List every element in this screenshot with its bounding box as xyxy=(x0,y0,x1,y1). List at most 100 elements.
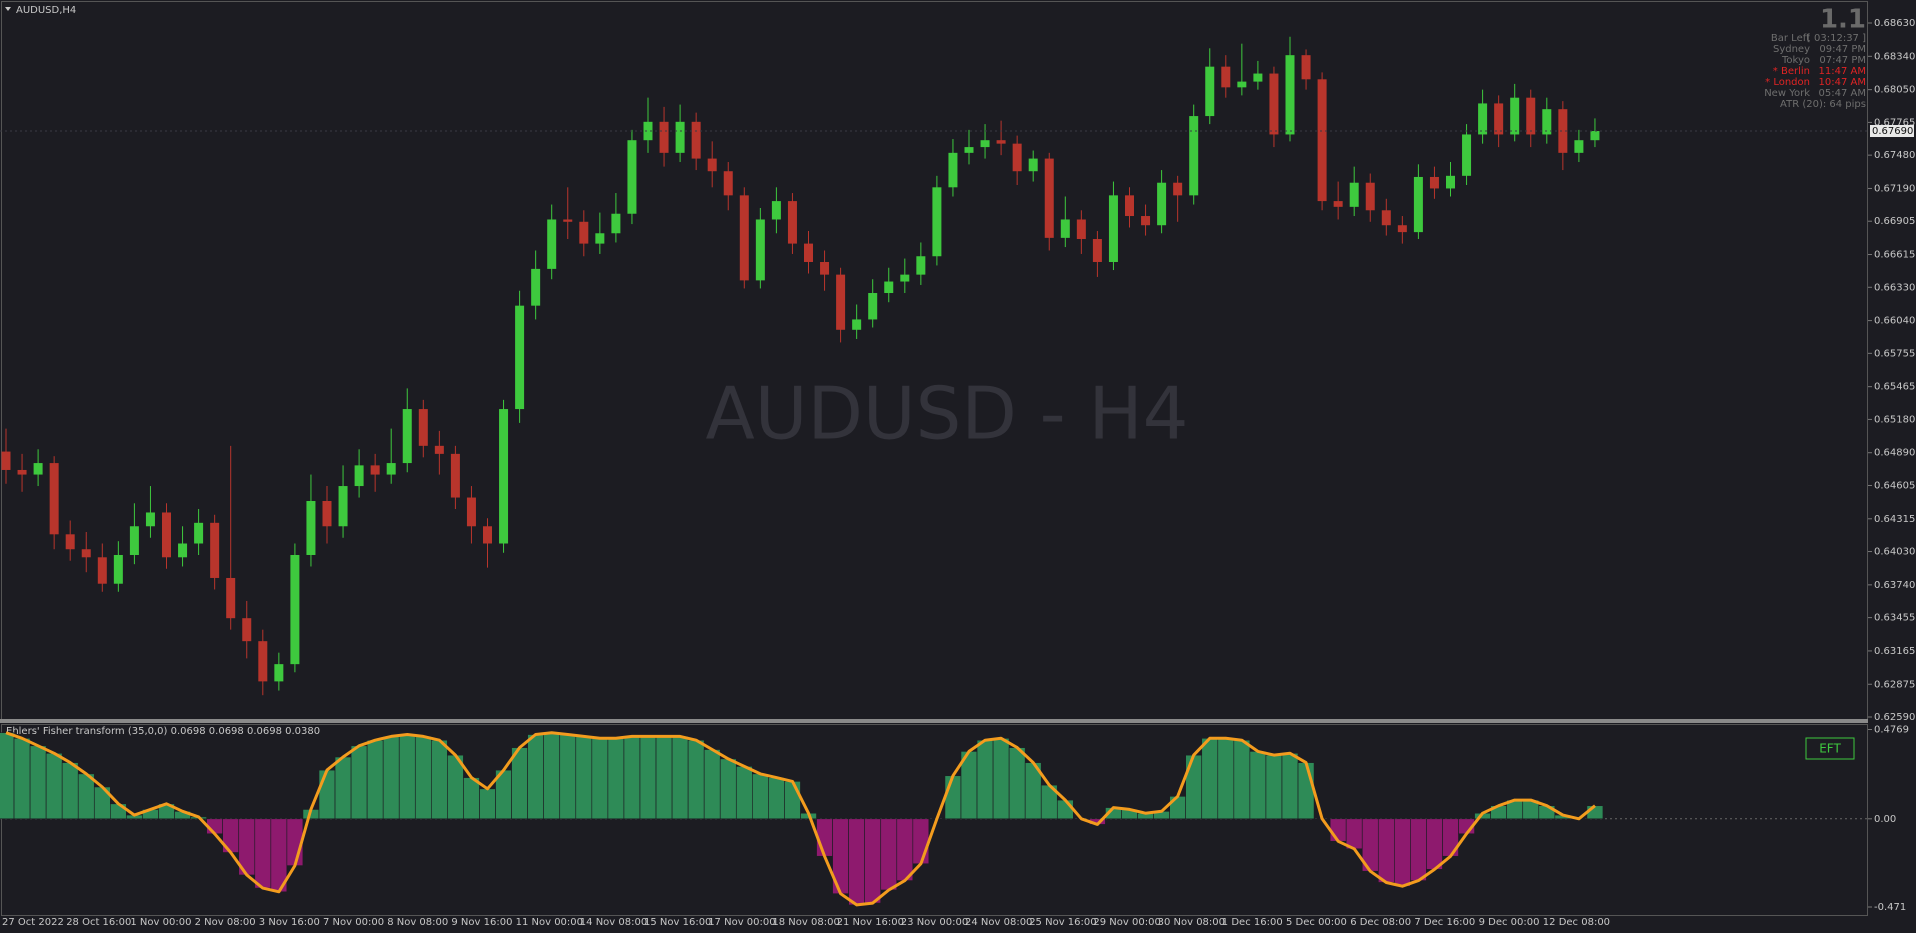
candle-body xyxy=(1173,182,1183,196)
candle-body xyxy=(402,409,412,464)
histogram-bar xyxy=(1249,751,1267,820)
y-tick-label: 0.4769 xyxy=(1874,725,1909,736)
x-tick-label: 15 Nov 16:00 xyxy=(644,917,711,928)
histogram-bar xyxy=(463,777,480,820)
histogram-bar xyxy=(768,777,785,820)
candle-body xyxy=(611,213,621,234)
histogram-bar xyxy=(543,732,561,820)
y-tick-label: 0.68630 xyxy=(1874,18,1915,29)
y-tick-label: 0.67190 xyxy=(1874,183,1915,194)
candle-body xyxy=(178,543,188,558)
candle-body xyxy=(1285,55,1295,135)
indicator-title: Ehlers' Fisher transform (35,0,0) 0.0698… xyxy=(6,726,320,737)
candle-body xyxy=(1060,219,1070,238)
histogram-bar xyxy=(318,769,336,820)
indicator-panel-frame xyxy=(1,724,1868,916)
candle-body xyxy=(1157,182,1167,226)
candle-body xyxy=(787,201,797,244)
histogram-bar xyxy=(655,736,673,820)
indicator-button-label[interactable]: EFT xyxy=(1819,742,1841,756)
x-tick-label: 14 Nov 08:00 xyxy=(580,917,647,928)
histogram-bar xyxy=(1233,739,1251,820)
clock-label: * London xyxy=(1765,77,1810,88)
histogram-bar xyxy=(703,749,721,820)
candle-body xyxy=(129,526,139,555)
histogram-bar xyxy=(607,737,625,820)
candle-body xyxy=(755,219,765,281)
histogram-bar xyxy=(1426,818,1443,870)
candle-body xyxy=(113,554,123,584)
x-tick-label: 8 Nov 08:00 xyxy=(387,917,448,928)
histogram-bar xyxy=(752,773,769,820)
candle-body xyxy=(1590,131,1600,141)
candle-body xyxy=(1189,116,1199,196)
candle-body xyxy=(17,469,27,475)
candle-body xyxy=(483,526,492,544)
candle-body xyxy=(563,219,573,222)
histogram-bar xyxy=(976,739,994,820)
clock-value: 11:47 AM xyxy=(1819,66,1866,77)
candle-body xyxy=(804,243,813,262)
candle-body xyxy=(531,268,541,306)
x-tick-label: 3 Nov 16:00 xyxy=(259,917,320,928)
y-tick-label: 0.64605 xyxy=(1874,480,1915,491)
candle-body xyxy=(450,453,460,498)
x-tick-label: 11 Nov 00:00 xyxy=(516,917,583,928)
x-tick-label: 7 Dec 16:00 xyxy=(1414,917,1475,928)
histogram-bar xyxy=(254,818,272,889)
candle-body xyxy=(1397,225,1407,233)
histogram-bar xyxy=(479,788,496,820)
candle-body xyxy=(1044,158,1054,238)
histogram-bar xyxy=(687,739,705,820)
candle-body xyxy=(49,463,59,535)
candle-body xyxy=(210,522,220,578)
histogram-bar xyxy=(992,737,1010,820)
current-price-box xyxy=(1870,125,1914,138)
x-tick-label: 12 Dec 08:00 xyxy=(1543,917,1610,928)
histogram-bar xyxy=(912,818,930,865)
candle-body xyxy=(1301,55,1311,80)
y-tick-label: 0.67765 xyxy=(1874,117,1915,128)
y-tick-label: -0.471 xyxy=(1874,902,1906,913)
candle-body xyxy=(771,201,781,220)
histogram-bar xyxy=(944,775,962,820)
x-tick-label: 5 Dec 00:00 xyxy=(1286,917,1347,928)
histogram-bar xyxy=(398,734,416,820)
candle-body xyxy=(547,219,557,269)
histogram-bar xyxy=(45,752,63,820)
histogram-bar xyxy=(431,739,448,820)
histogram-bar xyxy=(77,773,95,820)
x-tick-label: 6 Dec 08:00 xyxy=(1350,917,1411,928)
y-tick-label: 0.66040 xyxy=(1874,316,1915,327)
x-tick-label: 9 Nov 16:00 xyxy=(451,917,512,928)
candle-body xyxy=(306,500,316,555)
candle-body xyxy=(1,451,11,470)
candle-body xyxy=(691,121,701,159)
histogram-bar xyxy=(1008,747,1026,820)
histogram-bar xyxy=(1586,805,1604,820)
indicator-button[interactable] xyxy=(1805,737,1855,760)
y-tick-label: 0.62590 xyxy=(1874,712,1915,723)
x-tick-label: 2 Nov 08:00 xyxy=(195,917,256,928)
candle-body xyxy=(1221,66,1231,88)
candle-body xyxy=(868,293,878,320)
candle-body xyxy=(1028,158,1038,172)
candle-body xyxy=(1012,143,1022,172)
candle-body xyxy=(81,549,91,558)
candle-body xyxy=(659,121,669,153)
y-tick-label: 0.63455 xyxy=(1874,613,1915,624)
candle-body xyxy=(1381,210,1391,226)
histogram-bar xyxy=(414,736,432,820)
clock-label: Sydney xyxy=(1773,44,1810,55)
candle-body xyxy=(97,557,107,584)
histogram-bar xyxy=(1378,818,1395,883)
version: 1.1 xyxy=(1820,5,1866,35)
candle-body xyxy=(33,463,43,475)
x-tick-label: 30 Nov 08:00 xyxy=(1158,917,1225,928)
candle-body xyxy=(338,486,348,527)
candle-body xyxy=(226,577,236,619)
candle-body xyxy=(1237,81,1247,88)
histogram-bar xyxy=(864,818,882,904)
y-tick-label: 0.65180 xyxy=(1874,414,1915,425)
